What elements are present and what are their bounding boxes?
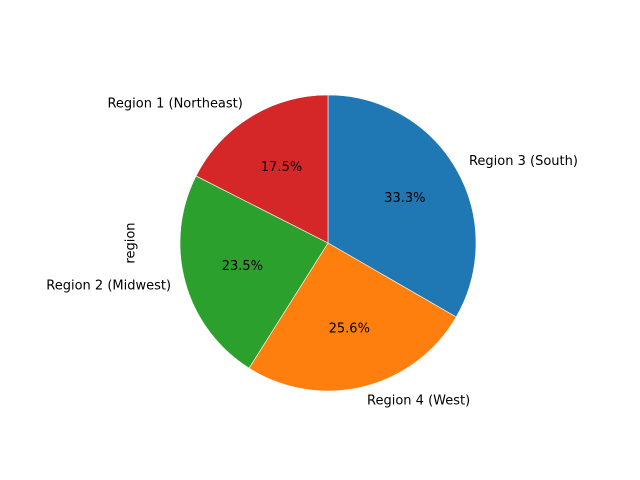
percent-label-region-4-west: 25.6% bbox=[329, 322, 370, 337]
category-label-region-4-west: Region 4 (West) bbox=[367, 394, 470, 409]
y-axis-label: region bbox=[124, 222, 139, 263]
category-label-region-2-midwest: Region 2 (Midwest) bbox=[46, 279, 171, 294]
percent-label-region-2-midwest: 23.5% bbox=[222, 259, 263, 274]
pie-slice-region-1-northeast bbox=[195, 94, 329, 244]
category-label-region-1-northeast: Region 1 (Northeast) bbox=[107, 97, 242, 112]
pie-slice-region-2-midwest bbox=[179, 175, 329, 369]
percent-label-region-1-northeast: 17.5% bbox=[261, 160, 302, 175]
pie-slice-region-3-south bbox=[327, 94, 477, 318]
percent-label-region-3-south: 33.3% bbox=[384, 191, 425, 206]
pie-slice-region-4-west bbox=[248, 242, 457, 392]
category-label-region-3-south: Region 3 (South) bbox=[469, 154, 578, 169]
pie-slices bbox=[179, 94, 477, 392]
pie-labels: 33.3% Region 3 (South) 25.6% Region 4 (West… bbox=[46, 97, 578, 409]
